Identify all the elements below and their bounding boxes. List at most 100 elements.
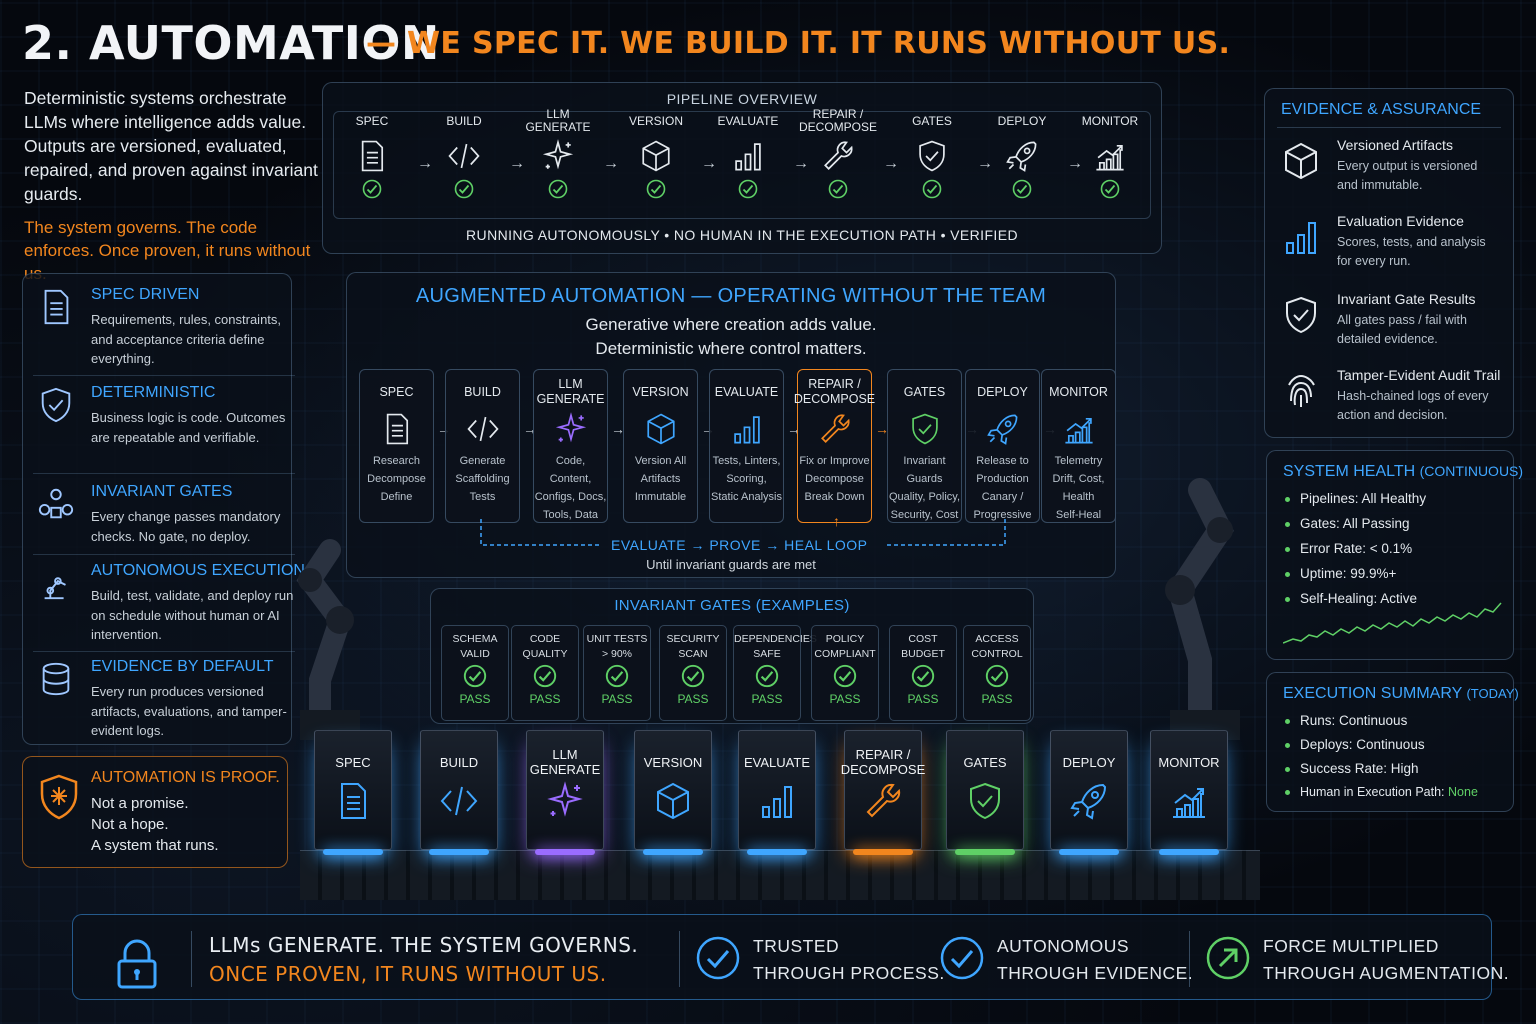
pipeline-stage-label: REPAIR / DECOMPOSE — [798, 107, 877, 134]
conveyor-belt — [300, 850, 1260, 900]
augmented-card-deploy: DEPLOY Release to Production Canary / Progre… — [965, 369, 1040, 523]
check-circle-icon — [922, 179, 942, 199]
card-label: BUILD — [464, 384, 501, 399]
card-desc-line: Static Analysis — [711, 491, 782, 503]
card-desc-line: Version All — [634, 455, 687, 467]
growth-chart-icon — [1096, 144, 1124, 171]
cube-icon — [1285, 142, 1317, 180]
pipeline-stage-build: BUILD — [421, 107, 507, 215]
gate-label: DEPENDENCIES SAFE — [734, 632, 817, 662]
check-circle-icon — [738, 179, 758, 199]
augmented-automation-panel: AUGMENTED AUTOMATION — OPERATING WITHOUT… — [346, 272, 1116, 578]
machine-label: BUILD — [439, 754, 479, 770]
proof-panel: AUTOMATION IS PROOF. Not a promise. Not … — [22, 756, 288, 868]
principle-title: INVARIANT GATES — [91, 483, 233, 500]
card-desc-line: Generate — [459, 455, 506, 467]
robot-arm-left — [296, 539, 360, 740]
machine-label: LLM GENERATE — [529, 747, 601, 777]
pipeline-stage-label: EVALUATE — [717, 113, 779, 128]
human-value: None — [1448, 785, 1478, 799]
card-desc-line: Canary / — [981, 491, 1024, 503]
augmented-card-version: VERSION Version All Artifacts Immutable — [623, 369, 698, 523]
augmented-card-gates: GATES Invariant Guards Quality, Policy, Secu… — [887, 369, 962, 523]
evidence-title: EVIDENCE & ASSURANCE — [1281, 101, 1482, 118]
cube-icon — [642, 140, 670, 172]
pipeline-stage-label: DEPLOY — [997, 113, 1047, 128]
check-circle-icon — [605, 664, 629, 688]
gates-title: INVARIANT GATES (EXAMPLES) — [614, 597, 850, 614]
check-circle-icon — [911, 664, 935, 688]
pipeline-stage-label: SPEC — [355, 113, 389, 128]
card-desc-line: Quality, Policy, — [888, 491, 961, 503]
gate-status: PASS — [829, 692, 861, 706]
footer-line-1: LLMs GENERATE. THE SYSTEM GOVERNS. — [209, 933, 639, 957]
evidence-item-title: Evaluation Evidence — [1337, 213, 1464, 229]
card-desc-line: Telemetry — [1054, 455, 1103, 467]
arrow-up-right-icon — [1206, 936, 1250, 980]
fingerprint-icon — [1288, 374, 1315, 407]
principle-desc: Business logic is code. Outcomes are rep… — [91, 410, 286, 445]
summary-item: Deploys: Continuous — [1285, 737, 1425, 752]
machine-llm-generate: LLM GENERATE — [526, 730, 604, 855]
health-item: Self-Healing: Active — [1285, 591, 1417, 606]
card-desc-line: Tools, Data — [542, 509, 599, 521]
heal-loop-connector — [480, 519, 1006, 546]
card-desc-line: Progressive — [973, 509, 1032, 521]
gate-label-line: SCHEMA — [452, 633, 498, 645]
shield-check-icon — [1286, 296, 1316, 334]
system-health-title: SYSTEM HEALTH (CONTINUOUS) — [1283, 463, 1523, 481]
health-item: Uptime: 99.9%+ — [1285, 566, 1396, 581]
card-label: VERSION — [632, 384, 689, 399]
gate-label: COST BUDGET — [890, 632, 956, 662]
footer-item-line: THROUGH EVIDENCE. — [997, 963, 1194, 983]
evidence-item-desc: Hash-chained logs of every action and de… — [1337, 389, 1489, 422]
summary-item: Success Rate: High — [1285, 761, 1419, 776]
system-health-panel: SYSTEM HEALTH (CONTINUOUS) Pipelines: Al… — [1266, 450, 1523, 660]
card-desc-line: Decompose — [367, 473, 426, 485]
gate-label-line: COMPLIANT — [814, 648, 876, 660]
augmented-card-spec: SPEC Research Decompose Define — [359, 369, 434, 523]
arrow-icon: → — [417, 155, 433, 172]
evidence-item-desc: Every output is versioned and immutable. — [1337, 159, 1478, 192]
machine-monitor: MONITOR — [1150, 730, 1228, 855]
page-title: 2. AUTOMATION — [22, 16, 440, 70]
card-label: GATES — [903, 384, 946, 399]
pipeline-stage-version: VERSION — [613, 107, 699, 215]
card-label: DEPLOY — [977, 384, 1028, 399]
arrow-icon: → — [1067, 155, 1083, 172]
machine-glow — [535, 849, 595, 855]
footer-item-line: TRUSTED — [753, 936, 840, 956]
gate-status: PASS — [677, 692, 709, 706]
gate-status: PASS — [751, 692, 783, 706]
augmented-card-repair-decompose: REPAIR / DECOMPOSE Fix or Improve Decompos… — [794, 369, 875, 523]
evidence-item-desc: Scores, tests, and analysis for every ru… — [1337, 235, 1486, 268]
pipeline-stage-spec: SPEC — [329, 107, 415, 215]
gate-label-line: BUDGET — [901, 648, 945, 660]
gate-label: POLICY COMPLIANT — [812, 632, 878, 662]
arrow-icon: → — [611, 421, 625, 437]
card-desc-line: Guards — [906, 473, 943, 485]
cube-icon — [657, 782, 689, 820]
check-circle-icon — [454, 179, 474, 199]
bar-chart-icon — [762, 786, 792, 818]
summary-item-human: Human in Execution Path: None — [1285, 785, 1478, 799]
rocket-icon — [1006, 141, 1037, 172]
card-desc-line: Tests — [469, 491, 496, 503]
pipeline-stage-llm-generate: LLM GENERATE — [515, 107, 601, 215]
arrow-icon: → — [701, 155, 717, 172]
gate-label-line: UNIT TESTS — [586, 633, 648, 645]
gate-label-line: ACCESS — [975, 633, 1019, 645]
augmented-title: AUGMENTED AUTOMATION — OPERATING WITHOUT… — [415, 285, 1047, 307]
wrench-icon — [866, 783, 901, 818]
card-label: EVALUATE — [714, 384, 779, 399]
machine-glow — [747, 849, 807, 855]
gate-label-line: POLICY — [825, 633, 865, 645]
gate-status: PASS — [459, 692, 491, 706]
footer-item-line: FORCE MULTIPLIED — [1263, 936, 1439, 956]
machine-label: VERSION — [643, 754, 703, 770]
gate-unit-tests-90: UNIT TESTS > 90% PASS — [583, 625, 651, 721]
principle-desc: Every change passes mandatory checks. No… — [91, 509, 281, 544]
proof-line: Not a promise. — [91, 795, 189, 812]
pipeline-stage-label: GATES — [912, 113, 952, 128]
health-sparkline — [1283, 602, 1502, 644]
